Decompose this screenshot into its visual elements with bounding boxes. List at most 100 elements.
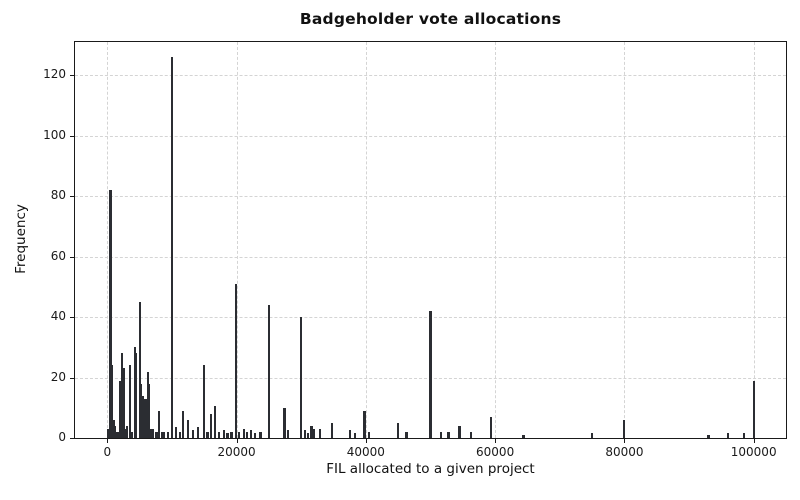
histogram-bar — [128, 365, 132, 438]
x-tick-mark — [495, 439, 497, 443]
x-tick-label: 80000 — [605, 445, 644, 459]
histogram-bar — [214, 406, 217, 438]
histogram-bar — [249, 430, 252, 438]
histogram-bar — [245, 431, 249, 438]
y-tick-mark — [70, 256, 74, 258]
histogram-bar — [242, 428, 245, 438]
x-tick-mark — [753, 439, 755, 443]
histogram-bar — [310, 425, 313, 438]
histogram-bar — [115, 431, 119, 438]
histogram-bar — [123, 428, 127, 438]
histogram-bar — [313, 428, 316, 438]
histogram-bar — [138, 301, 141, 438]
histogram-bar — [122, 368, 125, 438]
histogram-bar — [109, 190, 112, 438]
vertical-gridline — [365, 42, 367, 438]
x-tick-label: 20000 — [217, 445, 256, 459]
histogram-bar — [157, 410, 161, 438]
histogram-bar — [306, 433, 309, 438]
histogram-bar — [120, 353, 123, 438]
histogram-bar — [590, 433, 594, 438]
histogram-bar — [726, 433, 729, 438]
histogram-bar — [304, 430, 307, 438]
histogram-bar — [135, 353, 138, 438]
histogram-bar — [107, 431, 111, 438]
histogram-bar — [206, 431, 209, 438]
y-tick-mark — [70, 377, 74, 379]
histogram-bar — [146, 371, 149, 438]
vertical-gridline — [624, 42, 626, 438]
x-tick-label: 60000 — [476, 445, 515, 459]
histogram-bar — [429, 311, 432, 438]
histogram-bar — [234, 283, 238, 438]
horizontal-gridline — [75, 256, 786, 258]
histogram-bar — [196, 427, 199, 438]
histogram-bar — [623, 419, 626, 438]
histogram-bar — [522, 434, 525, 438]
histogram-bar — [191, 430, 195, 438]
y-tick-label: 100 — [43, 127, 66, 142]
histogram-bar — [155, 431, 158, 438]
x-tick-mark — [236, 439, 238, 443]
y-tick-label: 0 — [58, 430, 66, 444]
histogram-bar — [283, 407, 286, 438]
histogram-bar — [742, 433, 746, 438]
histogram-bar — [405, 431, 408, 438]
plot-area — [74, 41, 787, 439]
horizontal-gridline — [75, 75, 786, 77]
y-tick-mark — [70, 75, 74, 77]
x-tick-mark — [365, 439, 367, 443]
histogram-bar — [141, 395, 144, 438]
x-tick-mark — [624, 439, 626, 443]
histogram-bar — [140, 383, 143, 438]
x-tick-label: 0 — [103, 445, 112, 459]
histogram-bar — [230, 431, 233, 438]
histogram-bar — [752, 380, 755, 438]
histogram-bar — [119, 380, 122, 438]
y-tick-mark — [70, 438, 74, 439]
histogram-bar — [331, 422, 334, 438]
histogram-bar — [447, 431, 450, 438]
histogram-bar — [114, 425, 117, 438]
histogram-bar — [166, 431, 170, 438]
histogram-bar — [145, 398, 148, 438]
histogram-bar — [439, 431, 442, 438]
histogram-bar — [318, 428, 322, 438]
histogram-bar — [203, 365, 206, 438]
bars-layer — [75, 42, 786, 438]
histogram-bar — [160, 431, 163, 438]
histogram-bar — [163, 431, 166, 438]
histogram-bar — [148, 383, 151, 438]
histogram-bar — [353, 433, 356, 438]
histogram-bar — [111, 365, 114, 438]
histogram-bar — [397, 422, 400, 438]
histogram-bar — [367, 431, 371, 438]
y-axis-label: Frequency — [13, 204, 29, 274]
x-tick-label: 40000 — [346, 445, 385, 459]
histogram-bar — [112, 419, 115, 438]
y-tick-mark — [70, 317, 74, 319]
histogram-bar — [458, 425, 461, 438]
histogram-bar — [363, 410, 366, 438]
histogram-bar — [170, 57, 174, 438]
horizontal-gridline — [75, 196, 786, 198]
vertical-gridline — [107, 42, 109, 438]
histogram-bar — [300, 317, 303, 438]
y-tick-label: 120 — [43, 67, 66, 82]
histogram-bar — [125, 425, 128, 438]
histogram-bar — [707, 434, 710, 438]
y-tick-label: 20 — [50, 369, 66, 384]
histogram-bar — [117, 431, 120, 438]
histogram-bar — [133, 347, 136, 438]
histogram-bar — [238, 431, 241, 438]
histogram-bar — [489, 416, 492, 438]
chart-title: Badgeholder vote allocations — [299, 10, 562, 28]
histogram-bar — [348, 430, 351, 438]
histogram-bar — [259, 431, 262, 438]
x-tick-label: 100000 — [730, 445, 777, 459]
x-axis-label: FIL allocated to a given project — [326, 461, 535, 477]
y-tick-mark — [70, 135, 74, 137]
vertical-gridline — [236, 42, 238, 438]
histogram-bar — [174, 427, 177, 438]
